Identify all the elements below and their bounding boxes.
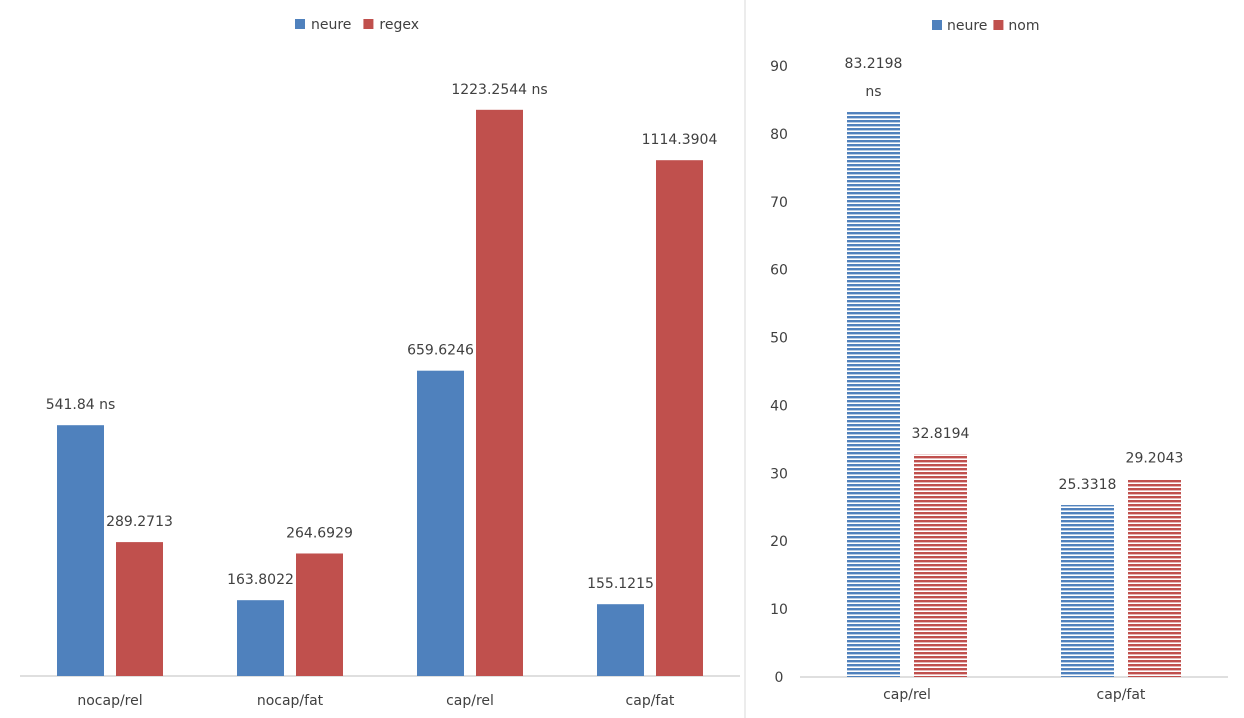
data-label-neure-cap-fat: 155.1215 (587, 576, 654, 592)
y-tick-20: 20 (770, 534, 788, 550)
bar-neure-nocap-rel (57, 425, 104, 676)
bar-regex-cap-fat (656, 160, 703, 677)
bar-neure-cap-rel (847, 112, 900, 677)
data-label-neure-nocap-fat: 163.8022 (227, 572, 294, 588)
bar-nom-cap-rel (914, 454, 967, 677)
y-tick-50: 50 (770, 331, 788, 347)
x-tick-cap-rel: cap/rel (446, 693, 494, 709)
bar-neure-cap-fat (1061, 505, 1114, 677)
data-label-regex-nocap-rel: 289.2713 (106, 514, 173, 530)
legend-label-nom: nom (1008, 18, 1039, 34)
legend-label-neure: neure (947, 18, 987, 34)
legend: neure regex (295, 17, 419, 33)
y-tick-40: 40 (770, 398, 788, 414)
bar-regex-cap-rel (476, 109, 523, 676)
y-tick-60: 60 (770, 263, 788, 279)
bar-neure-cap-rel (417, 370, 464, 676)
legend-label-neure: neure (311, 17, 351, 33)
data-label-neure-nocap-rel: 541.84 ns (46, 397, 116, 413)
data-label-nom-cap-rel: 32.8194 (912, 426, 970, 442)
legend-swatch-nom (993, 20, 1004, 30)
y-tick-0: 0 (775, 670, 784, 686)
x-tick-nocap-fat: nocap/fat (257, 693, 324, 709)
y-tick-80: 80 (770, 127, 788, 143)
left-bar-chart: 541.84 ns 289.2713 nocap/rel 163.8022 264.69… (20, 17, 740, 709)
right-bar-chart: 0 10 20 30 40 50 60 70 80 90 83.2198 ns 32.8194 cap/r… (770, 18, 1228, 703)
x-tick-cap-fat: cap/fat (626, 693, 675, 709)
data-label-neure-cap-rel: 659.6246 (407, 343, 474, 359)
x-tick-nocap-rel: nocap/rel (77, 693, 142, 709)
y-tick-90: 90 (770, 59, 788, 75)
legend-swatch-regex (363, 19, 374, 29)
data-label-neure-cap-rel-line1: 83.2198 (845, 56, 903, 72)
legend-swatch-neure (295, 19, 305, 29)
data-label-nom-cap-fat: 29.2043 (1126, 451, 1184, 467)
data-label-neure-cap-fat: 25.3318 (1059, 477, 1117, 493)
legend-label-regex: regex (379, 17, 419, 33)
y-tick-70: 70 (770, 195, 788, 211)
legend: neure nom (932, 18, 1040, 34)
x-tick-cap-rel: cap/rel (883, 687, 931, 703)
x-tick-cap-fat: cap/fat (1097, 687, 1146, 703)
data-label-regex-cap-fat: 1114.3904 (642, 132, 718, 148)
bar-neure-nocap-fat (237, 600, 284, 676)
bar-neure-cap-fat (597, 604, 644, 676)
bar-regex-nocap-fat (296, 553, 343, 676)
data-label-neure-cap-rel-line2: ns (865, 84, 881, 100)
y-tick-10: 10 (770, 602, 788, 618)
bar-nom-cap-fat (1128, 478, 1181, 677)
y-tick-30: 30 (770, 466, 788, 482)
data-label-regex-nocap-fat: 264.6929 (286, 525, 353, 541)
legend-swatch-neure (932, 20, 942, 30)
data-label-regex-cap-rel: 1223.2544 ns (451, 82, 547, 98)
bar-regex-nocap-rel (116, 542, 163, 676)
